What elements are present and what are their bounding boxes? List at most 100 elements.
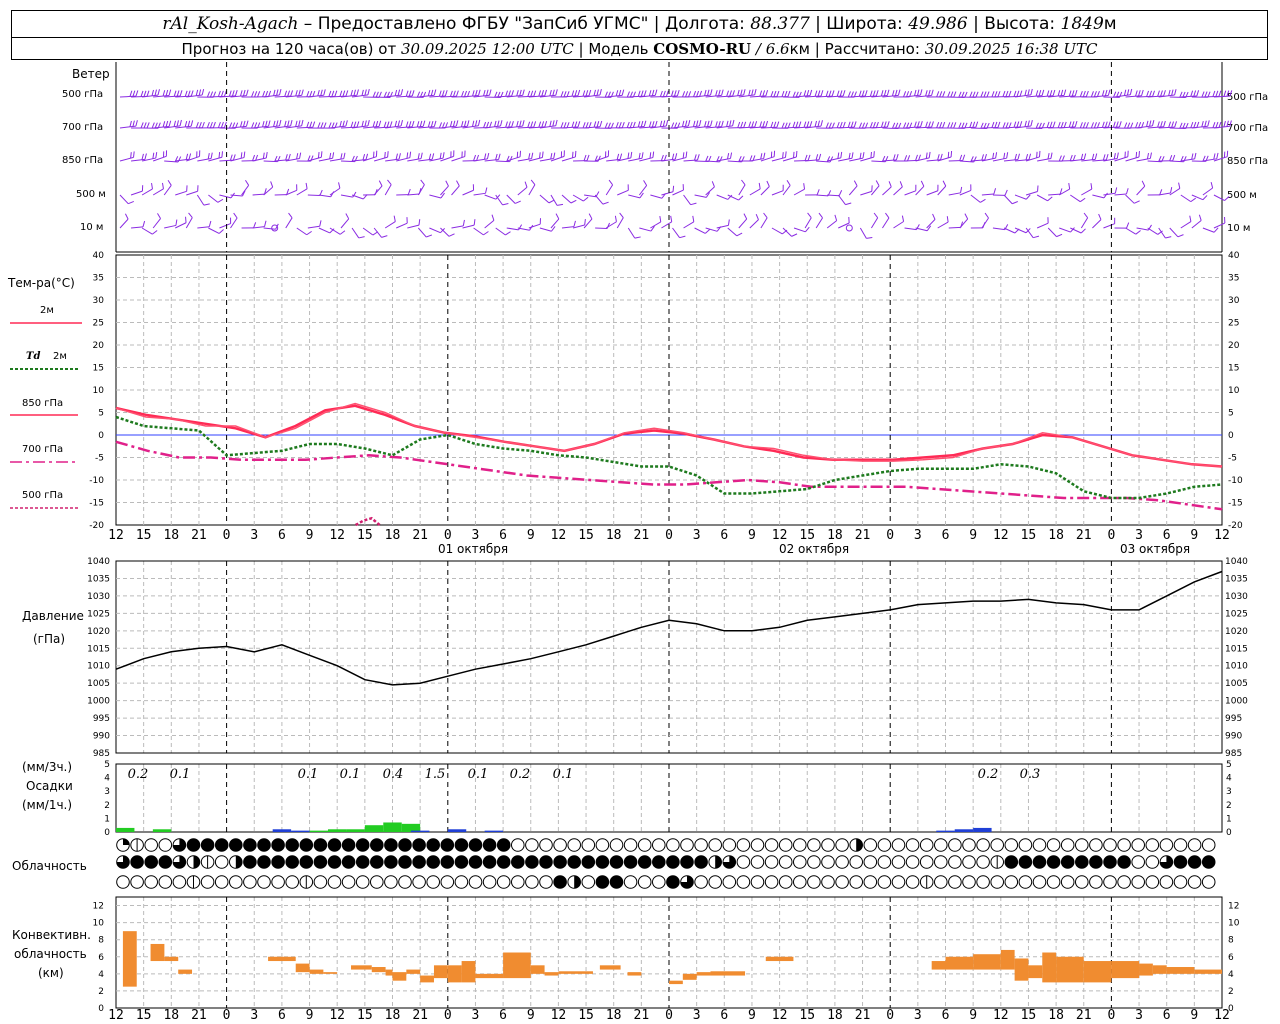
wind-barb-shaft: [926, 159, 941, 162]
wind-barb-tick: [1028, 153, 1032, 160]
cloud-cover-symbol: [708, 855, 723, 869]
wind-barb-shaft: [417, 227, 427, 238]
wind-barb-tick: [563, 122, 567, 129]
wind-barb-tick: [298, 120, 301, 127]
wind-barb-tick: [1063, 121, 1067, 128]
precip-tick-right: 4: [1226, 774, 1232, 784]
wind-barb-tick: [917, 121, 920, 128]
cloud-cover-symbol: [609, 838, 624, 852]
cloud-circle: [511, 875, 525, 889]
wind-barb-shaft: [164, 224, 177, 229]
wind-barb-shaft: [230, 194, 243, 197]
wind-barb-tick: [1133, 200, 1140, 204]
wind-barb: [506, 194, 521, 204]
wind-barb-tick: [737, 121, 741, 128]
cloud-cover-symbol: [257, 855, 271, 869]
cloud-cover-symbol: [666, 838, 680, 852]
wind-barb: [683, 154, 700, 162]
wind-barb-tick: [406, 152, 409, 159]
wind-barb-tick: [1216, 152, 1219, 159]
cloud-cover-symbol: [271, 875, 285, 889]
wind-barb-tick: [759, 90, 763, 97]
cloud-cover-symbol: [384, 875, 398, 889]
cloud-cover-symbol: [919, 875, 934, 889]
wind-barb: [1070, 153, 1087, 162]
cloud-circle: [1046, 875, 1061, 889]
temp-tick-right: -5: [1228, 454, 1237, 464]
cloud-fill-full: [567, 855, 581, 869]
wind-barb-tick: [198, 89, 202, 96]
wind-barb-tick: [903, 91, 907, 98]
wind-barb-shaft: [1036, 222, 1049, 229]
wind-barb-tick: [384, 151, 386, 159]
conv-x-tick: 9: [748, 1008, 756, 1023]
wind-barb-tick: [662, 120, 666, 127]
wind-barb-shaft: [848, 185, 858, 196]
wind-barb: [627, 227, 641, 239]
wind-barb: [528, 151, 544, 162]
wind-barb: [252, 188, 267, 196]
wind-barb-tick: [345, 213, 350, 220]
wind-barb: [185, 212, 193, 229]
wind-barb: [1180, 90, 1200, 98]
wind-barb-tick: [408, 90, 412, 97]
wind-barb: [1059, 227, 1075, 233]
conv-cloud-bar: [669, 980, 683, 985]
cloud-cover-symbol: [905, 838, 920, 852]
wind-barb-tick: [530, 121, 534, 128]
wind-barb-tick: [1146, 120, 1149, 127]
cloud-circle: [1187, 838, 1202, 852]
wind-barb-tick: [417, 153, 420, 160]
wind-barb-tick: [980, 198, 986, 203]
wind-barb: [594, 150, 610, 162]
wind-barb-tick: [1017, 153, 1020, 160]
wind-barb-tick: [621, 89, 625, 96]
wind-barb-shaft: [926, 219, 936, 229]
wind-barb-tick: [891, 122, 896, 129]
wind-barb-tick: [528, 153, 531, 160]
cloud-cover-symbol: [1187, 875, 1202, 889]
wind-barb-tick: [527, 121, 531, 128]
wind-barb-tick: [1056, 233, 1063, 238]
cloud-cover-symbol: [905, 855, 920, 869]
temp-tick-left: 10: [93, 386, 105, 396]
wind-barb-shaft: [197, 226, 210, 229]
cloud-circle: [1145, 875, 1160, 889]
wind-barb-tick: [1079, 197, 1086, 203]
cloud-circle: [581, 838, 596, 852]
cloud-cover-symbol: [440, 875, 455, 889]
wind-barb-tick: [161, 182, 164, 189]
wind-barb: [153, 89, 172, 98]
wind-barb-shaft: [351, 194, 364, 200]
wind-barb-tick: [531, 152, 534, 159]
cloud-circle: [764, 855, 779, 869]
cloud-circle: [919, 855, 934, 869]
wind-barb: [550, 91, 570, 98]
cloud-fill-full: [426, 838, 440, 852]
wind-barb-tick: [928, 121, 931, 128]
wind-barb-shaft: [1092, 194, 1105, 199]
wind-barb-tick: [1068, 183, 1071, 190]
wind-barb: [782, 150, 798, 162]
wind-barb: [528, 121, 548, 129]
cloud-cover-symbol: [1201, 855, 1216, 869]
wind-barb-tick: [920, 121, 923, 128]
temp-x-tick: 12: [329, 528, 345, 543]
cloud-cover-symbol: [1145, 875, 1160, 889]
wind-barb-tick: [817, 90, 821, 97]
cloud-fill-full: [342, 838, 355, 852]
wind-barb-tick: [883, 89, 887, 96]
cloud-fill-full: [666, 875, 680, 889]
wind-barb-shaft: [539, 194, 550, 204]
conv-cloud-bar: [530, 965, 545, 974]
wind-barb-tick: [695, 120, 699, 127]
date-label-3: 03 октября: [1119, 542, 1191, 556]
cloud-fill-full: [300, 855, 313, 869]
wind-barb-tick: [242, 120, 246, 127]
wind-barb-shaft: [638, 185, 648, 196]
wind-barb-tick: [972, 121, 976, 128]
wind-barb-shaft: [815, 217, 823, 229]
temp-title: Тем-ра(°С): [8, 276, 75, 290]
wind-barb-tick: [352, 191, 357, 198]
wind-barb-tick: [466, 120, 470, 127]
